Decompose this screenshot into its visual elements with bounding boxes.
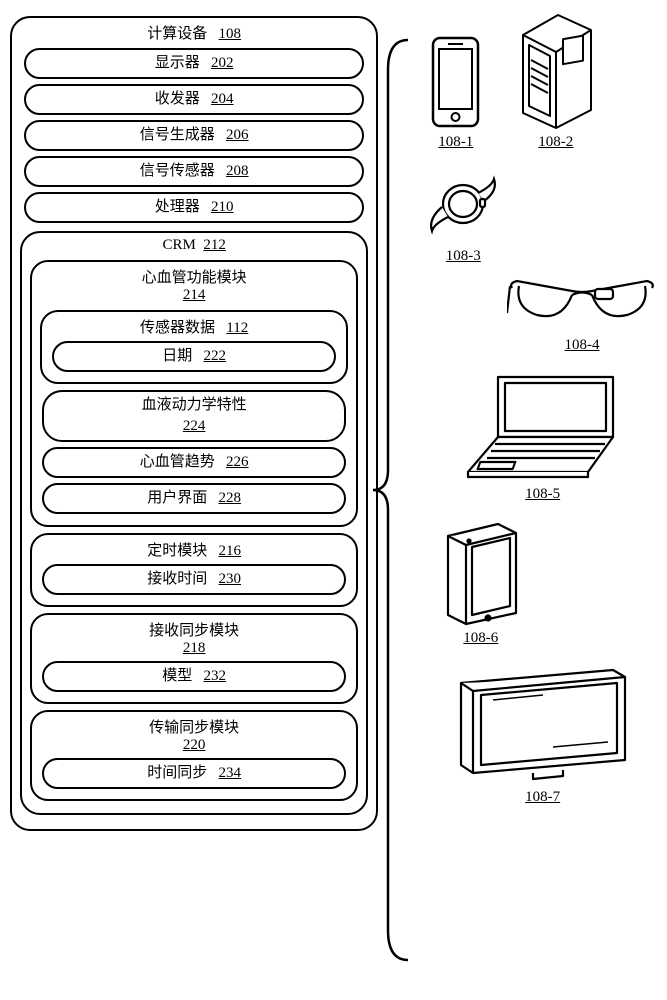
cardio-module-ref: 214 — [183, 287, 206, 303]
sensor-data-ref: 112 — [226, 320, 248, 336]
signal-generator-block: 信号生成器 206 — [24, 120, 364, 151]
devices-column: 108-1 — [378, 10, 657, 837]
sensor-data-block: 传感器数据 112 日期 222 — [40, 310, 348, 384]
device-tablet-ref: 108-6 — [438, 630, 523, 647]
cardio-module: 心血管功能模块 214 传感器数据 112 日期 222 — [30, 260, 358, 527]
laptop-icon — [463, 372, 623, 482]
phone-icon — [428, 35, 483, 130]
bracket-icon — [370, 10, 410, 970]
timing-module: 定时模块 216 接收时间 230 — [30, 533, 358, 607]
tx-sync-label: 传输同步模块 — [149, 720, 239, 736]
watch-icon — [428, 169, 498, 244]
recv-time-ref: 230 — [219, 571, 242, 587]
tx-sync-module: 传输同步模块 220 时间同步 234 — [30, 710, 358, 801]
signal-generator-label: 信号生成器 — [140, 127, 215, 143]
recv-sync-label: 接收同步模块 — [149, 623, 239, 639]
date-block: 日期 222 — [52, 341, 336, 372]
time-sync-label: 时间同步 — [147, 765, 207, 781]
hemodynamics-label: 血液动力学特性 — [142, 397, 247, 413]
computing-device-block: 计算设备 108 显示器 202 收发器 204 信号生成器 206 信号传感器… — [10, 10, 378, 837]
device-watch: 108-3 — [428, 169, 498, 265]
timing-module-ref: 216 — [219, 543, 242, 559]
recv-sync-title: 接收同步模块 218 — [38, 617, 350, 657]
ui-label: 用户界面 — [147, 490, 207, 506]
recv-time-block: 接收时间 230 — [42, 564, 346, 595]
glasses-icon — [507, 273, 657, 333]
device-tv: 108-7 — [453, 665, 633, 806]
sensor-data-label: 传感器数据 — [140, 320, 215, 336]
device-phone-ref: 108-1 — [428, 134, 483, 151]
timing-module-label: 定时模块 — [147, 543, 207, 559]
processor-block: 处理器 210 — [24, 192, 364, 223]
transceiver-block: 收发器 204 — [24, 84, 364, 115]
device-watch-ref: 108-3 — [428, 248, 498, 265]
date-label: 日期 — [162, 348, 192, 364]
date-ref: 222 — [204, 348, 227, 364]
device-server: 108-2 — [513, 10, 598, 151]
crm-title: CRM 212 — [28, 235, 360, 254]
device-glasses: 108-4 — [507, 273, 657, 354]
cardio-module-title: 心血管功能模块 214 — [38, 264, 350, 304]
recv-sync-module: 接收同步模块 218 模型 232 — [30, 613, 358, 704]
transceiver-label: 收发器 — [155, 91, 200, 107]
sensor-data-title: 传感器数据 112 — [48, 314, 340, 337]
tx-sync-title: 传输同步模块 220 — [38, 714, 350, 754]
device-tablet: 108-6 — [438, 521, 523, 647]
hemodynamics-block: 血液动力学特性 224 — [42, 390, 346, 442]
outer-box: 计算设备 108 显示器 202 收发器 204 信号生成器 206 信号传感器… — [10, 16, 378, 831]
device-server-ref: 108-2 — [513, 134, 598, 151]
tv-icon — [453, 665, 633, 785]
cardio-trend-block: 心血管趋势 226 — [42, 447, 346, 478]
tx-sync-ref: 220 — [183, 737, 206, 753]
transceiver-ref: 204 — [211, 91, 234, 107]
time-sync-ref: 234 — [219, 765, 242, 781]
cardio-trend-ref: 226 — [226, 454, 249, 470]
timing-module-title: 定时模块 216 — [38, 537, 350, 560]
device-laptop-ref: 108-5 — [463, 486, 623, 503]
title-label: 计算设备 — [147, 26, 207, 42]
signal-sensor-ref: 208 — [226, 163, 249, 179]
title-ref: 108 — [219, 26, 242, 42]
signal-sensor-block: 信号传感器 208 — [24, 156, 364, 187]
computing-device-title: 计算设备 108 — [20, 20, 368, 43]
hemodynamics-ref: 224 — [183, 418, 206, 434]
server-icon — [513, 10, 598, 130]
model-ref: 232 — [204, 668, 227, 684]
recv-time-label: 接收时间 — [147, 571, 207, 587]
device-laptop: 108-5 — [463, 372, 623, 503]
device-tv-ref: 108-7 — [453, 789, 633, 806]
ui-block: 用户界面 228 — [42, 483, 346, 514]
display-label: 显示器 — [155, 55, 200, 71]
crm-ref: 212 — [203, 237, 226, 253]
processor-label: 处理器 — [155, 199, 200, 215]
signal-generator-ref: 206 — [226, 127, 249, 143]
device-phone: 108-1 — [428, 35, 483, 151]
cardio-trend-label: 心血管趋势 — [140, 454, 215, 470]
display-block: 显示器 202 — [24, 48, 364, 79]
crm-label: CRM — [162, 237, 195, 253]
device-glasses-ref: 108-4 — [507, 337, 657, 354]
tablet-icon — [438, 521, 523, 626]
model-block: 模型 232 — [42, 661, 346, 692]
time-sync-block: 时间同步 234 — [42, 758, 346, 789]
signal-sensor-label: 信号传感器 — [140, 163, 215, 179]
processor-ref: 210 — [211, 199, 234, 215]
cardio-module-label: 心血管功能模块 — [142, 270, 247, 286]
display-ref: 202 — [211, 55, 234, 71]
model-label: 模型 — [162, 668, 192, 684]
recv-sync-ref: 218 — [183, 640, 206, 656]
crm-block: CRM 212 心血管功能模块 214 传感器数据 112 — [20, 231, 368, 815]
ui-ref: 228 — [219, 490, 242, 506]
